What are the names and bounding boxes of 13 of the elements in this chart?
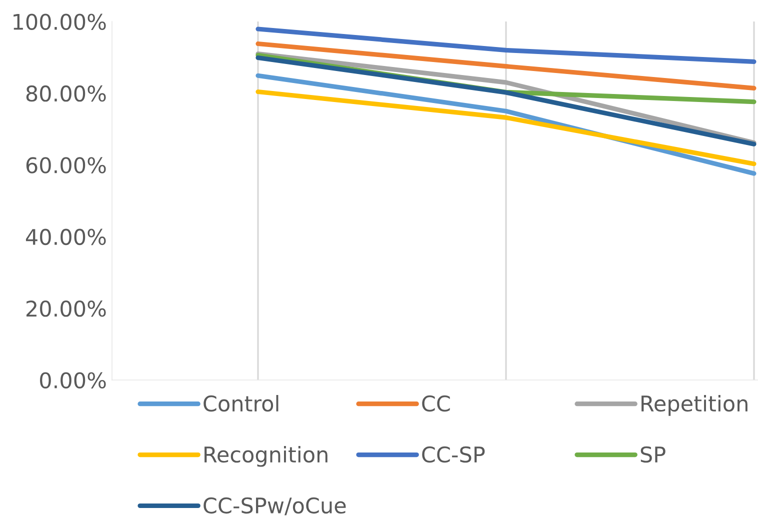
y-tick-label: 80.00%: [26, 85, 106, 102]
y-tick-label: 100.00%: [14, 14, 106, 30]
y-tick-label: 0.00%: [40, 372, 106, 388]
legend-label: Control: [204, 395, 278, 412]
legend-label: SP: [640, 446, 666, 463]
y-tick-label: 20.00%: [26, 300, 106, 317]
legend-label: CC-SP: [422, 446, 485, 463]
y-tick-label: 40.00%: [26, 228, 106, 246]
legend-label: Repetition: [642, 395, 748, 416]
legend-label: Recognition: [204, 446, 328, 467]
legend-label: CC-SPw/oCue: [204, 497, 346, 516]
y-tick-label: 60.00%: [26, 157, 106, 174]
legend-label: CC: [422, 395, 450, 412]
